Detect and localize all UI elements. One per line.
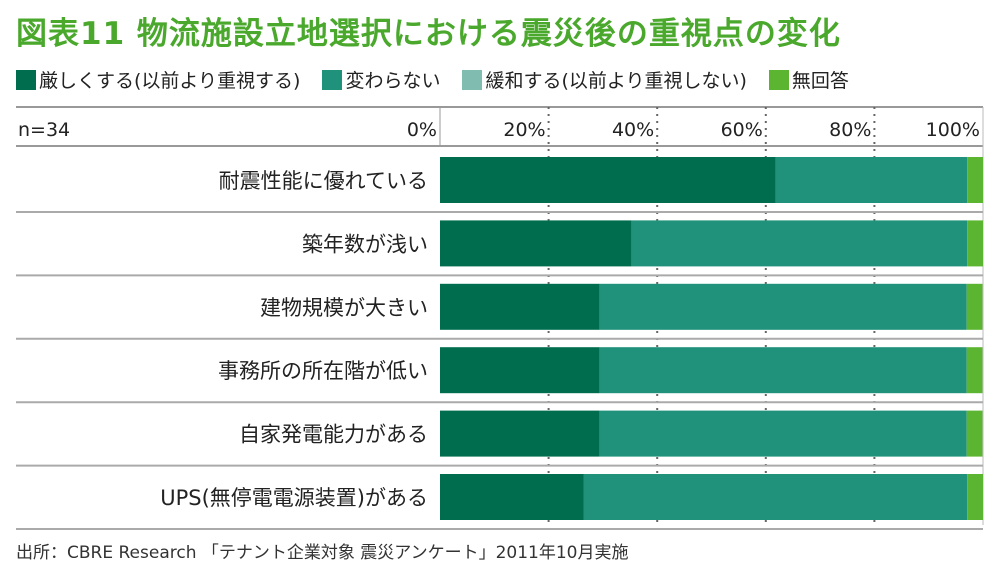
x-tick-label: 20% xyxy=(503,119,545,141)
category-label: 耐震性能に優れている xyxy=(219,169,428,193)
bar-segment xyxy=(775,157,968,203)
bar-segment xyxy=(966,347,983,394)
legend-label: 厳しくする(以前より重視する) xyxy=(39,70,301,92)
x-tick-label: 40% xyxy=(612,119,654,141)
bar-segment xyxy=(440,347,600,394)
n-label: n=34 xyxy=(18,119,70,141)
legend-swatch xyxy=(322,69,343,90)
source-note: 出所：CBRE Research 「テナント企業対象 震災アンケート」2011年… xyxy=(16,543,629,563)
x-tick-label: 60% xyxy=(721,119,763,141)
bar-segment xyxy=(967,220,983,267)
bar-segment xyxy=(440,220,632,267)
bar-segment xyxy=(967,474,983,520)
x-tick-label: 0% xyxy=(407,119,437,141)
legend-label: 緩和する(以前より重視しない) xyxy=(485,70,747,92)
bar-segment xyxy=(966,410,983,457)
legend-label: 変わらない xyxy=(345,70,441,92)
legend-swatch xyxy=(768,69,789,90)
chart-title: 図表11 物流施設立地選択における震災後の重視点の変化 xyxy=(16,16,841,52)
x-tick-label: 80% xyxy=(829,119,871,141)
legend-item: 変わらない xyxy=(322,66,440,93)
bar-segment xyxy=(966,283,983,330)
bar-segment xyxy=(599,347,967,394)
legend-item: 緩和する(以前より重視しない) xyxy=(462,66,747,93)
bar-segment xyxy=(583,474,968,520)
bar-segment xyxy=(440,474,584,520)
category-label: UPS(無停電電源装置)がある xyxy=(160,486,428,510)
bar-segment xyxy=(440,410,600,457)
legend-item: 厳しくする(以前より重視する) xyxy=(16,66,300,93)
legend-item: 無回答 xyxy=(768,66,849,93)
bar-segment xyxy=(599,410,967,457)
legend-swatch xyxy=(16,69,36,90)
bar-segment xyxy=(967,157,983,203)
bar-segment xyxy=(440,283,600,330)
bar-segment xyxy=(631,220,968,267)
category-label: 事務所の所在階が低い xyxy=(218,359,428,383)
x-tick-label: 100% xyxy=(926,119,980,141)
category-label: 築年数が浅い xyxy=(302,232,428,256)
legend: 厳しくする(以前より重視する) 変わらない 緩和する(以前より重視しない) 無回答 xyxy=(16,66,849,93)
category-label: 自家発電能力がある xyxy=(239,423,428,447)
category-label: 建物規模が大きい xyxy=(260,296,428,320)
bar-segment xyxy=(440,157,776,203)
legend-label: 無回答 xyxy=(791,70,849,92)
legend-swatch xyxy=(462,69,483,90)
bar-segment xyxy=(599,283,967,330)
